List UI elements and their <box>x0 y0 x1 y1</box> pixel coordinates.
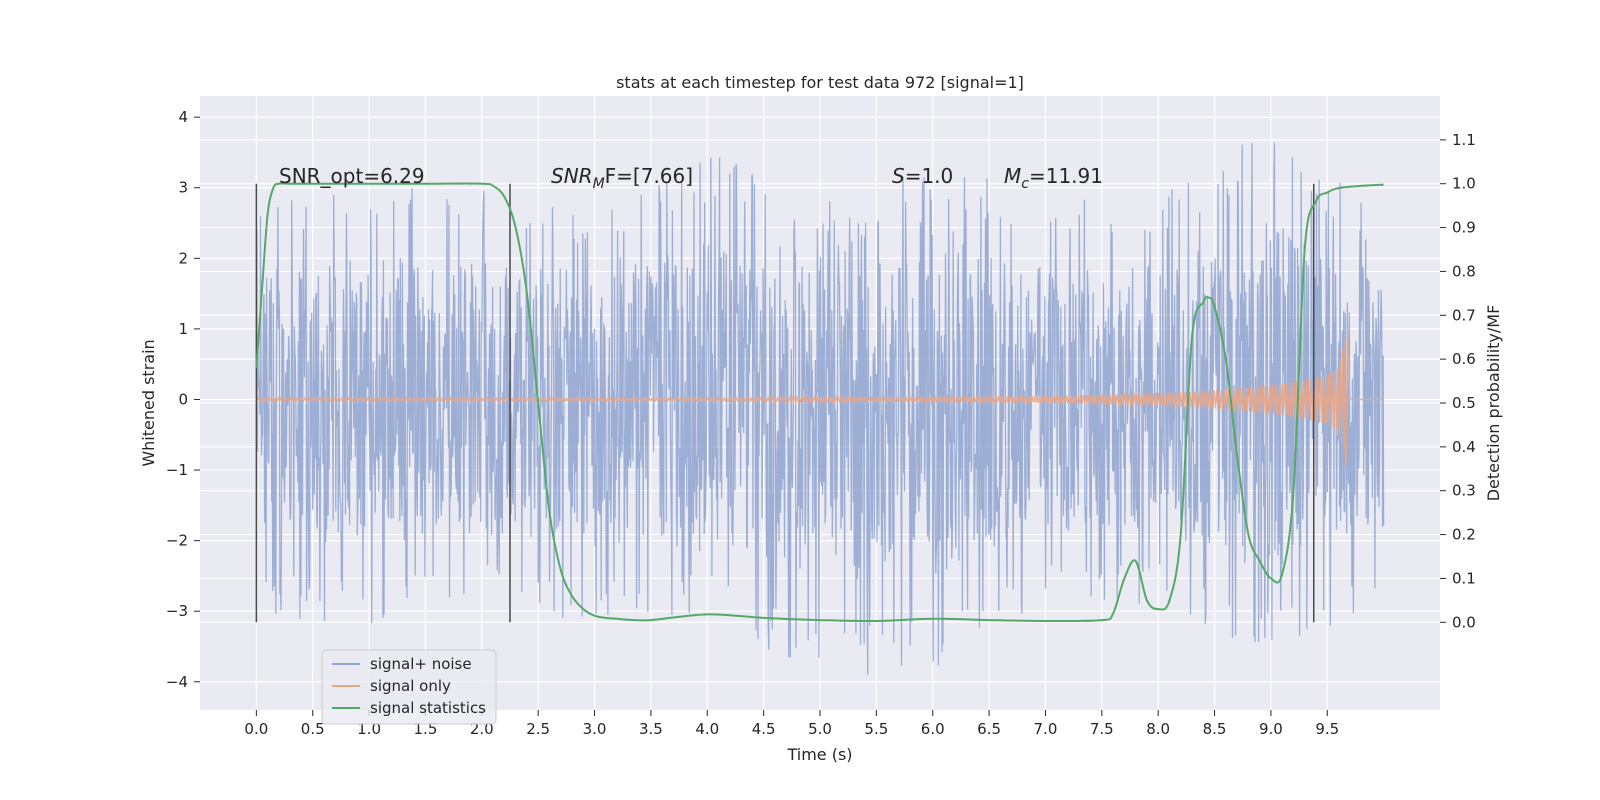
x-tick-label: 9.5 <box>1315 720 1339 738</box>
annotation-mc-sub: c <box>1021 176 1029 192</box>
annotation-mc: Mc=11.91 <box>1004 164 1103 192</box>
annotation-s-symbol: S <box>892 164 905 188</box>
y-tick-label-left: −1 <box>166 461 188 479</box>
annotation-s-value: =1.0 <box>905 164 954 188</box>
signal-only-line <box>255 328 1384 466</box>
x-tick-label: 9.0 <box>1259 720 1283 738</box>
x-tick-label: 5.0 <box>808 720 832 738</box>
y-tick-label-right: 0.8 <box>1452 262 1476 280</box>
annotation-snr-mf-value: F=[7.66] <box>605 164 693 188</box>
y-tick-label-left: 3 <box>178 179 188 197</box>
vertical-markers <box>255 183 1315 623</box>
y-tick-label-left: −3 <box>166 602 188 620</box>
chart-title: stats at each timestep for test data 972… <box>616 73 1024 92</box>
annotation-snr-mf-snr: SNR <box>551 164 593 188</box>
signal-only-series <box>255 328 1384 466</box>
y-axis-label-left: Whitened strain <box>139 339 158 466</box>
x-tick-label: 0.0 <box>244 720 268 738</box>
y-tick-label-right: 0.6 <box>1452 350 1476 368</box>
y-tick-label-right: 0.3 <box>1452 482 1476 500</box>
y-tick-label-right: 0.9 <box>1452 219 1476 237</box>
x-tick-label: 3.5 <box>639 720 663 738</box>
y-tick-label-right: 0.4 <box>1452 438 1476 456</box>
x-tick-label: 0.5 <box>301 720 325 738</box>
legend: signal+ noise signal only signal statist… <box>321 649 497 725</box>
y-axis-label-right: Detection probability/MF <box>1484 305 1503 502</box>
y-tick-label-right: 0.1 <box>1452 569 1476 587</box>
y-tick-label-left: 4 <box>178 108 188 126</box>
x-axis-label: Time (s) <box>786 745 852 764</box>
y-tick-label-right: 1.0 <box>1452 175 1476 193</box>
annotation-mc-value: =11.91 <box>1029 164 1103 188</box>
x-tick-label: 2.5 <box>526 720 550 738</box>
y-tick-label-right: 0.0 <box>1452 613 1476 631</box>
x-tick-label: 3.0 <box>583 720 607 738</box>
y-tick-label-left: 0 <box>178 390 188 408</box>
x-tick-label: 4.5 <box>752 720 776 738</box>
y-tick-label-left: 1 <box>178 320 188 338</box>
y-tick-label-right: 0.7 <box>1452 306 1476 324</box>
x-tick-label: 7.5 <box>1090 720 1114 738</box>
x-tick-label: 5.5 <box>864 720 888 738</box>
annotation-snr-mf-sub: M <box>593 176 605 192</box>
legend-label-signal-only: signal only <box>370 677 451 695</box>
y-tick-label-right: 0.2 <box>1452 526 1476 544</box>
x-tick-label: 7.0 <box>1034 720 1058 738</box>
annotation-snr-opt: SNR_opt=6.29 <box>279 164 425 188</box>
legend-label-signal-noise: signal+ noise <box>370 655 472 673</box>
y-tick-label-left: 2 <box>178 249 188 267</box>
legend-label-signal-statistics: signal statistics <box>370 699 486 717</box>
signal-statistics-series <box>255 182 1384 623</box>
x-tick-label: 8.0 <box>1146 720 1170 738</box>
signal-noise-line <box>255 142 1385 676</box>
signal-statistics-line <box>255 182 1384 623</box>
x-tick-label: 8.5 <box>1203 720 1227 738</box>
x-tick-label: 6.5 <box>977 720 1001 738</box>
signal-noise-series <box>255 142 1385 676</box>
y-tick-label-left: −2 <box>166 532 188 550</box>
x-tick-label: 4.0 <box>695 720 719 738</box>
annotation-snr-mf: SNRMF=[7.66] <box>551 164 693 192</box>
x-tick-label: 6.0 <box>921 720 945 738</box>
y-tick-label-left: −4 <box>166 673 188 691</box>
y-tick-label-right: 1.1 <box>1452 131 1476 149</box>
legend-box <box>321 649 497 725</box>
y-tick-label-right: 0.5 <box>1452 394 1476 412</box>
annotation-s: S=1.0 <box>892 164 953 188</box>
annotation-mc-symbol: M <box>1004 164 1021 188</box>
